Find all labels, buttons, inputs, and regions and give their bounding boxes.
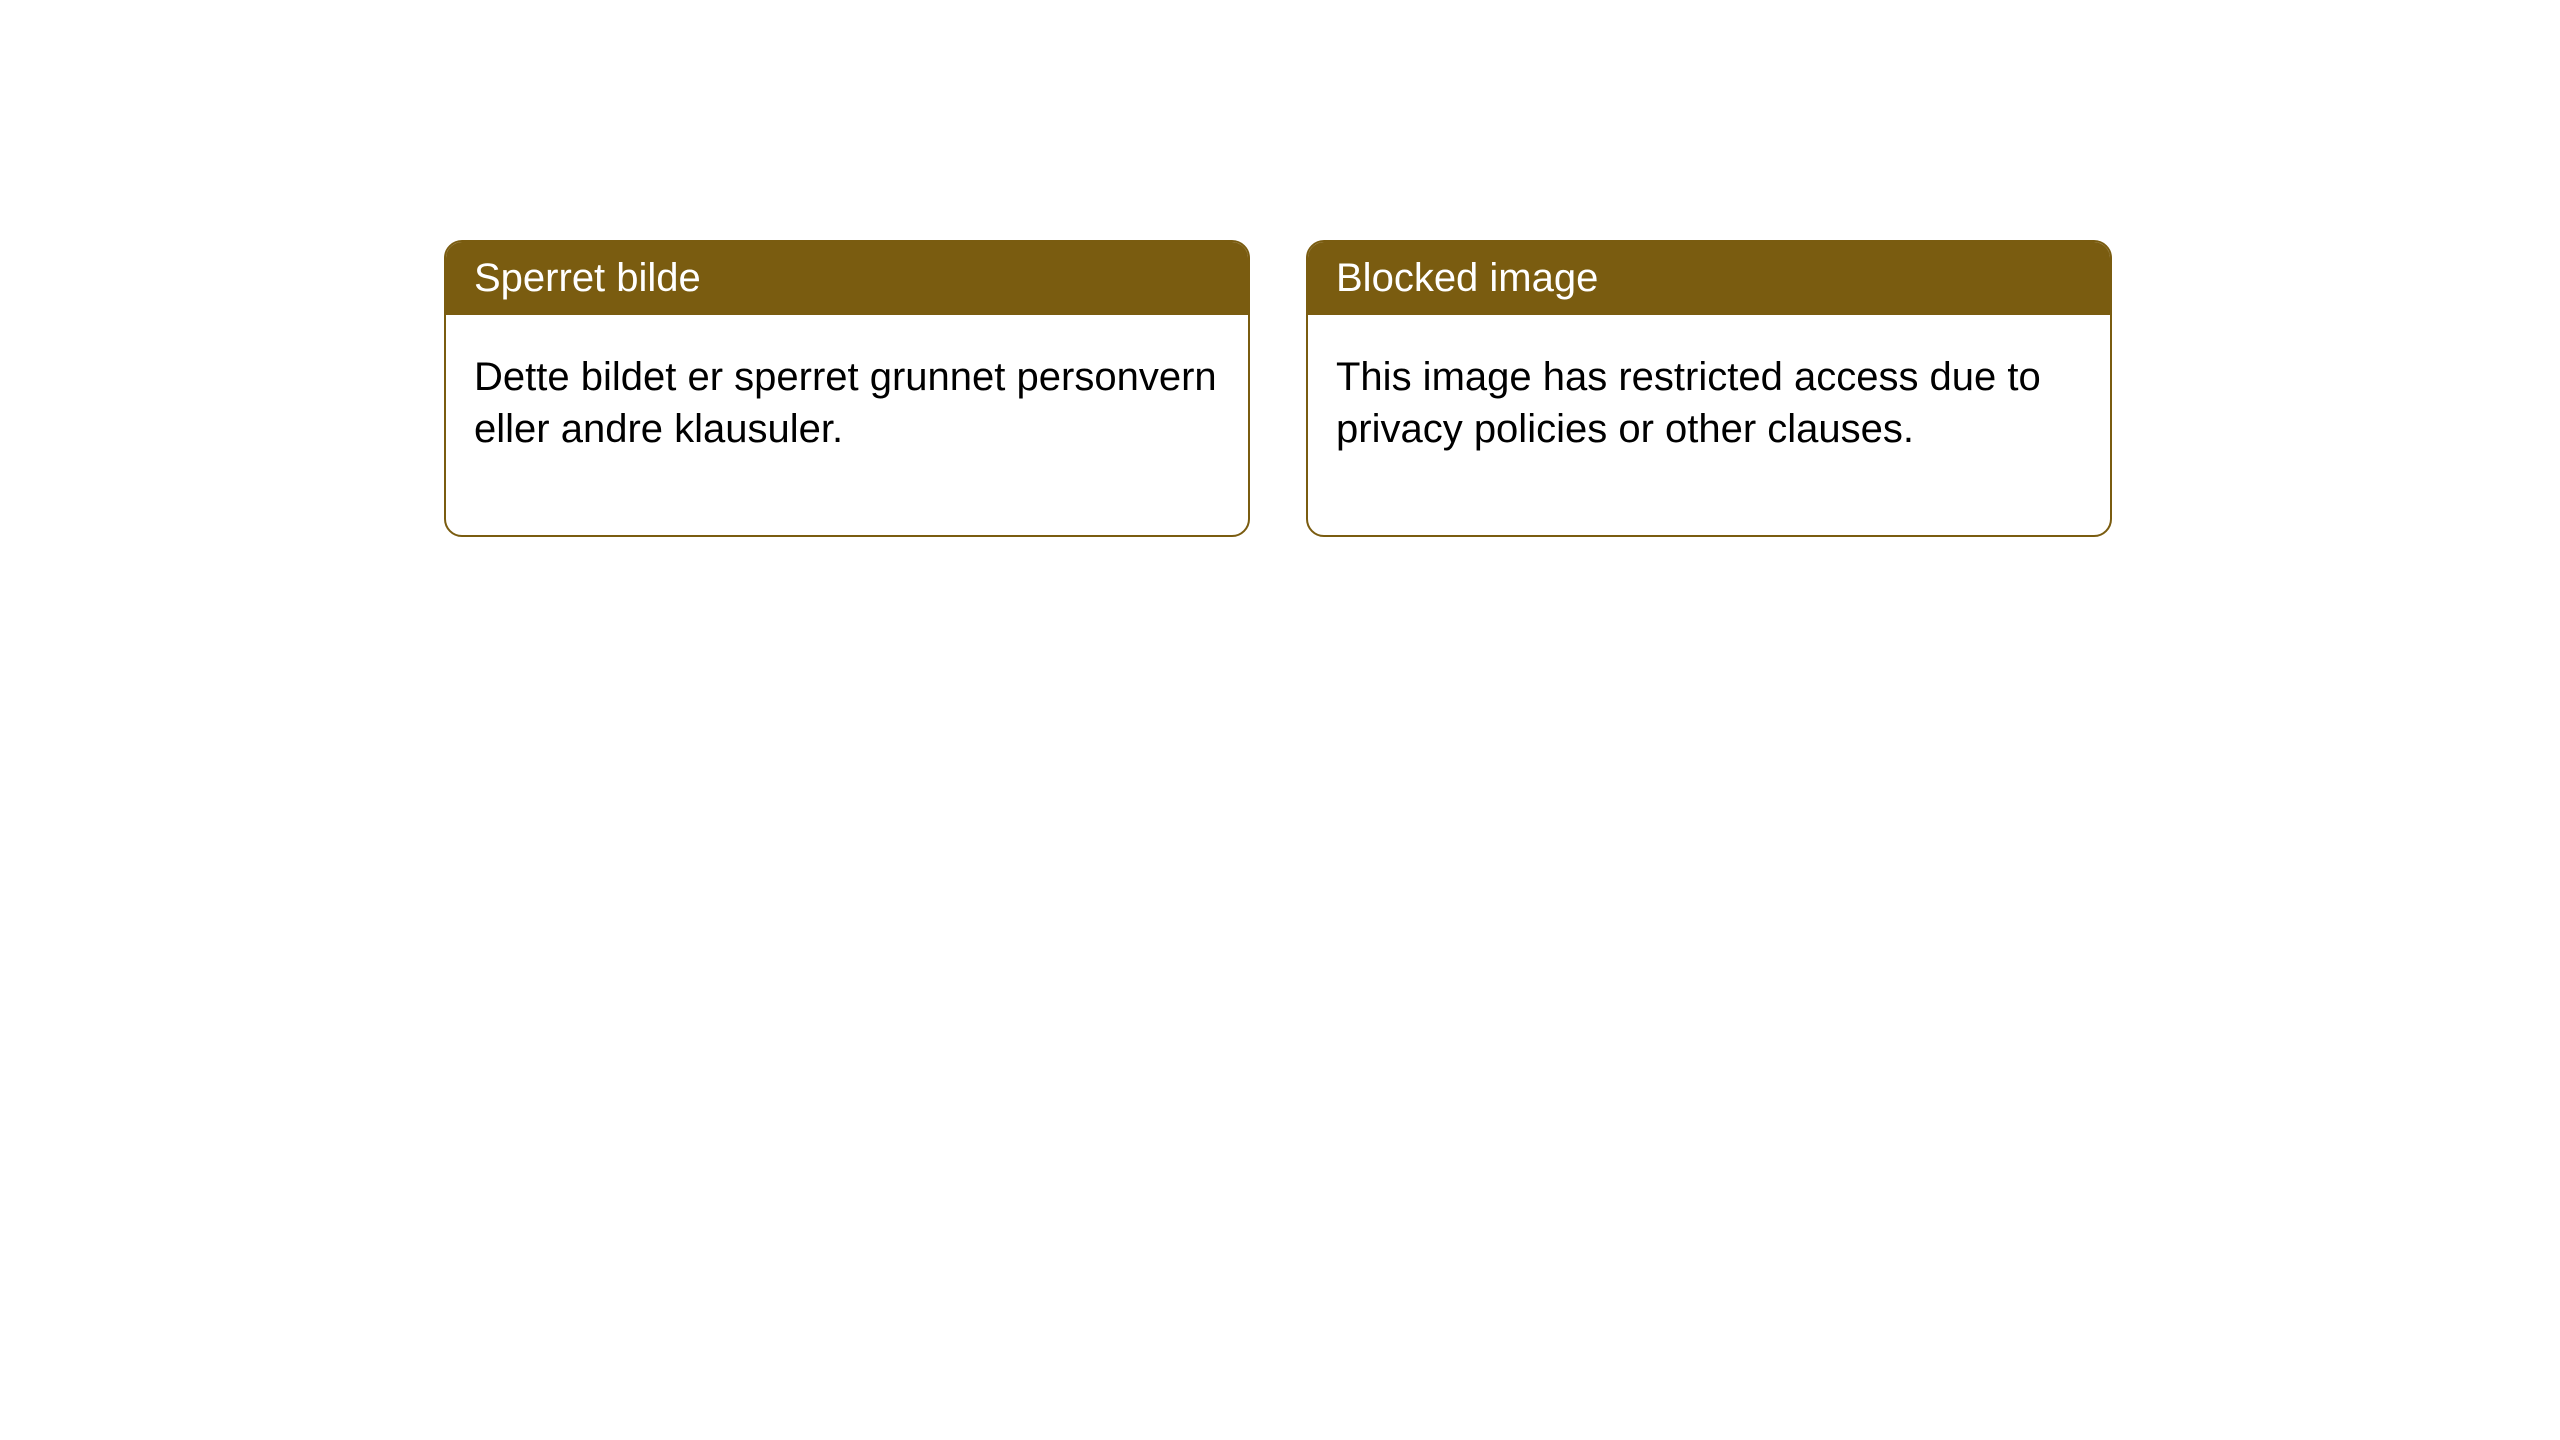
notice-card-en: Blocked image This image has restricted … bbox=[1306, 240, 2112, 537]
notice-header-en: Blocked image bbox=[1308, 242, 2110, 315]
notice-container: Sperret bilde Dette bildet er sperret gr… bbox=[444, 240, 2112, 537]
notice-body-no: Dette bildet er sperret grunnet personve… bbox=[446, 315, 1248, 535]
notice-header-no: Sperret bilde bbox=[446, 242, 1248, 315]
notice-body-en: This image has restricted access due to … bbox=[1308, 315, 2110, 535]
notice-card-no: Sperret bilde Dette bildet er sperret gr… bbox=[444, 240, 1250, 537]
